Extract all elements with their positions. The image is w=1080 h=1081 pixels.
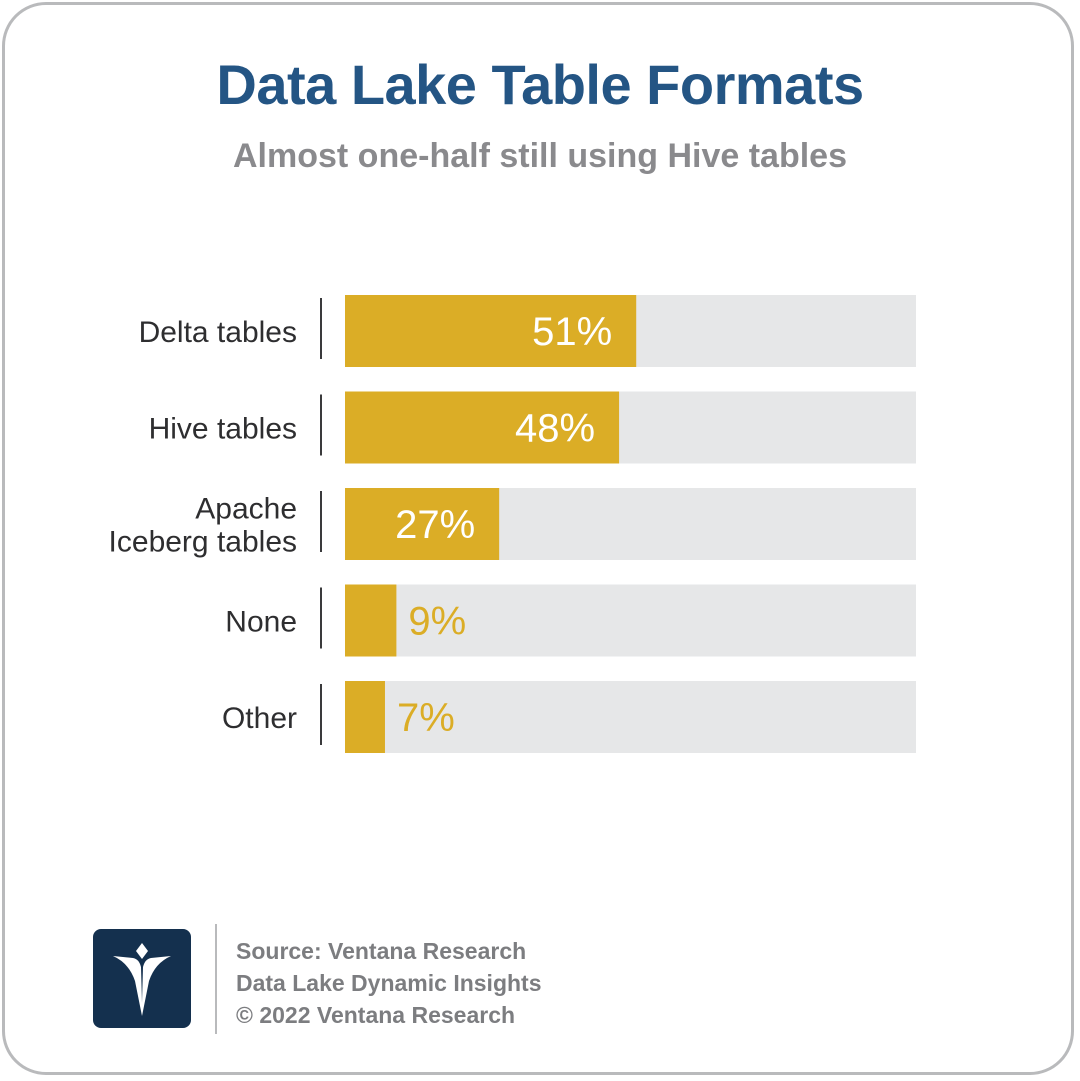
source-block: Source: Ventana Research Data Lake Dynam… bbox=[236, 935, 542, 1031]
footer-divider bbox=[215, 924, 217, 1034]
copyright-line: © 2022 Ventana Research bbox=[236, 1002, 516, 1028]
bar-track bbox=[345, 584, 916, 657]
bar bbox=[345, 681, 385, 753]
value-label: 7% bbox=[397, 696, 455, 740]
bar-track bbox=[345, 681, 916, 753]
study-line: Data Lake Dynamic Insights bbox=[236, 970, 542, 996]
bar bbox=[345, 584, 397, 657]
value-label: 9% bbox=[408, 600, 466, 644]
source-line: Source: Ventana Research bbox=[236, 938, 527, 964]
category-label: Hive tables bbox=[149, 413, 297, 446]
bar bbox=[345, 488, 500, 560]
chart-title: Data Lake Table Formats bbox=[216, 53, 864, 116]
value-label: 51% bbox=[532, 310, 612, 354]
category-label: Delta tables bbox=[139, 316, 297, 349]
category-label: Other bbox=[222, 702, 297, 735]
bar bbox=[345, 295, 637, 367]
category-label: None bbox=[225, 606, 297, 639]
value-label: 27% bbox=[395, 503, 475, 547]
ventana-v-logo-icon bbox=[93, 929, 191, 1028]
ventana-v-logo-icon-graphic bbox=[113, 943, 171, 1016]
category-label: Apache Iceberg tables bbox=[109, 493, 297, 559]
bar bbox=[345, 391, 620, 464]
value-label: 48% bbox=[515, 407, 595, 451]
chart-subtitle: Almost one-half still using Hive tables bbox=[233, 137, 847, 175]
